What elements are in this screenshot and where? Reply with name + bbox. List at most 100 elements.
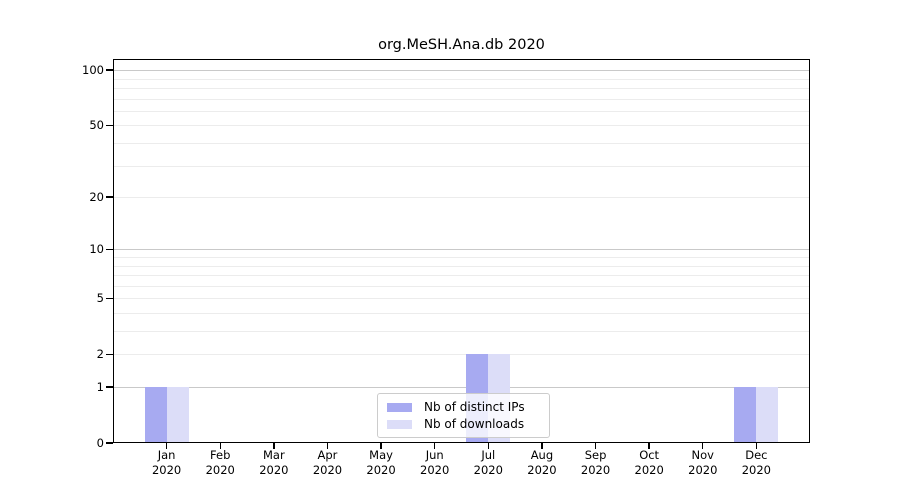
y-tick (106, 248, 113, 250)
y-tick (106, 124, 113, 127)
chart-title: org.MeSH.Ana.db 2020 (378, 37, 545, 53)
x-tick-month: Apr (317, 448, 338, 462)
legend-label-distinct-ips: Nb of distinct IPs (424, 400, 525, 414)
gridline-minor (113, 165, 810, 167)
legend: Nb of distinct IPs Nb of downloads (377, 393, 550, 438)
x-tick-label: Aug 2020 (507, 448, 577, 478)
y-tick (106, 353, 113, 355)
x-tick (165, 443, 168, 449)
x-tick-month: Aug (530, 448, 554, 462)
x-tick-year: 2020 (634, 463, 664, 477)
gridline-minor (113, 125, 810, 127)
gridline-minor (113, 298, 810, 300)
x-tick (541, 443, 543, 449)
gridline-minor (113, 98, 810, 100)
gridline-minor (113, 256, 810, 258)
x-tick (326, 443, 329, 449)
y-tick-label: 10 (89, 242, 104, 257)
x-tick-month: Dec (745, 448, 768, 462)
legend-item-downloads: Nb of downloads (378, 417, 549, 431)
legend-swatch-downloads-icon (387, 419, 412, 429)
gridline-minor (113, 143, 810, 144)
x-tick-year: 2020 (151, 463, 182, 477)
gridline-minor (113, 197, 810, 199)
gridline-minor (113, 312, 810, 314)
y-tick (106, 69, 113, 71)
x-axis-labels: Jan 2020 Feb 2020 Mar 2020 Apr 2020 May 2020 Jun 20… (113, 448, 810, 482)
gridline-minor (113, 275, 810, 277)
x-tick (702, 443, 704, 449)
x-tick-month: Jun (425, 448, 444, 462)
x-tick-label: Apr 2020 (292, 448, 362, 478)
x-tick (219, 443, 221, 449)
x-tick (487, 443, 489, 449)
x-tick-label: Feb 2020 (185, 448, 255, 478)
x-tick (755, 443, 758, 449)
x-tick (380, 443, 382, 449)
x-tick-label: Dec 2020 (721, 448, 791, 478)
gridline-major (113, 387, 810, 388)
y-tick-label: 0 (96, 436, 104, 450)
bar-distinct-ips (734, 387, 757, 443)
y-tick-label: 5 (96, 291, 104, 306)
x-tick-label: Jul 2020 (453, 448, 523, 478)
x-tick-year: 2020 (205, 463, 235, 477)
y-tick-label: 1 (96, 380, 104, 394)
x-tick-month: Jul (481, 448, 496, 462)
bar-downloads (756, 387, 779, 443)
x-tick-year: 2020 (259, 463, 289, 477)
gridline-minor (113, 331, 810, 332)
x-tick (594, 443, 597, 449)
legend-label-downloads: Nb of downloads (424, 417, 525, 431)
x-tick-month: Jan (157, 448, 176, 462)
plot-frame (113, 59, 810, 443)
legend-swatch-distinct-ips-icon (387, 402, 412, 412)
gridline-minor (113, 78, 810, 80)
x-tick-year: 2020 (527, 463, 557, 477)
x-tick (273, 443, 275, 449)
y-tick-label: 50 (89, 118, 104, 133)
x-tick-month: Mar (262, 448, 285, 462)
x-tick-year: 2020 (420, 463, 450, 477)
x-tick-label: Oct 2020 (614, 448, 684, 478)
gridline-minor (113, 285, 810, 287)
x-tick-year: 2020 (741, 463, 772, 477)
x-tick-year: 2020 (366, 463, 396, 477)
x-tick-year: 2020 (473, 463, 503, 477)
x-tick-month: Oct (639, 448, 660, 462)
y-tick (106, 297, 113, 299)
plot-area (106, 59, 810, 449)
x-tick (648, 443, 650, 449)
y-tick-label: 2 (96, 347, 104, 362)
x-tick-year: 2020 (312, 463, 343, 477)
bar-distinct-ips (144, 387, 167, 443)
x-tick-year: 2020 (688, 463, 718, 477)
y-tick (106, 196, 113, 198)
gridline-major (113, 70, 810, 72)
x-tick-label: Mar 2020 (239, 448, 309, 478)
x-tick-year: 2020 (580, 463, 611, 477)
gridline-minor (113, 265, 810, 267)
x-tick-month: Feb (210, 448, 231, 462)
x-tick-label: Jun 2020 (400, 448, 470, 478)
y-tick (106, 386, 113, 388)
gridline-minor (113, 110, 810, 112)
gridline-major (113, 249, 810, 251)
x-tick-month: Nov (691, 448, 714, 462)
legend-item-distinct-ips: Nb of distinct IPs (378, 400, 549, 414)
x-tick-month: May (369, 448, 393, 462)
y-tick (106, 442, 113, 444)
x-tick-label: Sep 2020 (561, 448, 631, 478)
y-axis-labels: 100 50 20 10 5 2 1 0 (0, 59, 104, 450)
gridline-minor (113, 88, 810, 89)
gridline-minor (113, 354, 810, 356)
bar-downloads (166, 387, 189, 443)
y-tick-label: 20 (89, 190, 104, 205)
x-tick-label: May 2020 (346, 448, 416, 478)
x-tick (433, 443, 436, 449)
y-tick-label: 100 (82, 63, 104, 78)
x-tick-month: Sep (584, 448, 607, 462)
x-tick-label: Jan 2020 (132, 448, 202, 478)
x-tick-label: Nov 2020 (668, 448, 738, 478)
